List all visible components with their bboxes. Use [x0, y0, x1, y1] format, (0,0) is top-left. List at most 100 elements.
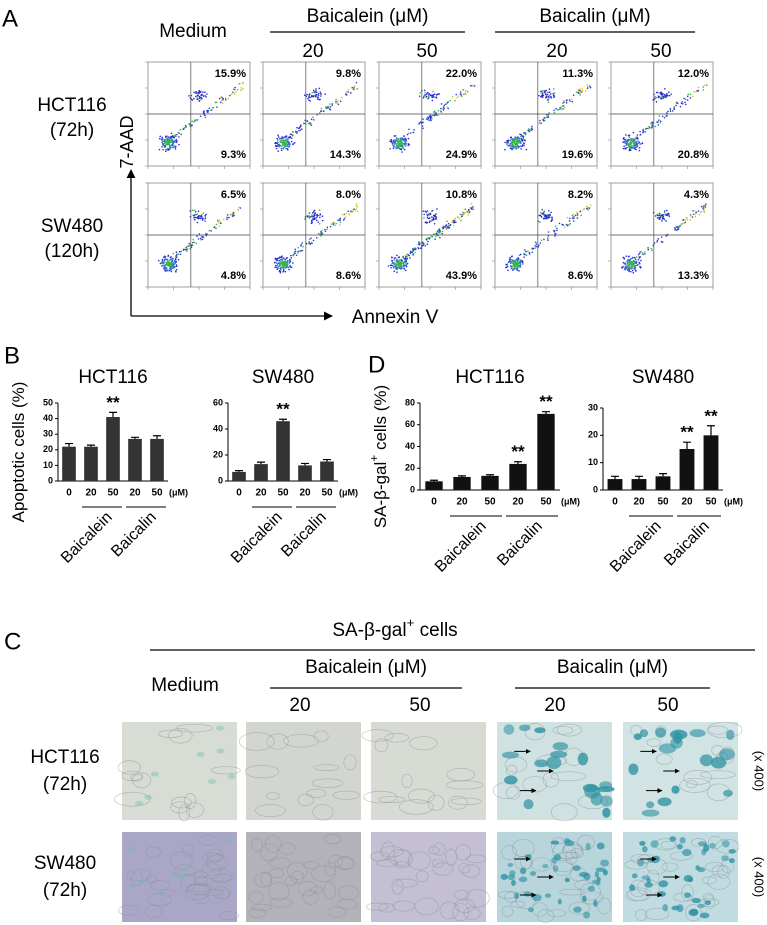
event-dot [576, 214, 579, 216]
event-dot [399, 142, 402, 145]
event-dot [464, 208, 467, 210]
event-dot [468, 211, 471, 213]
bar [106, 417, 120, 481]
event-dot [691, 95, 694, 98]
event-dot [218, 225, 221, 228]
event-dot [308, 238, 311, 241]
event-dot [535, 245, 538, 248]
stained-cell [644, 882, 653, 888]
event-dot [668, 213, 670, 215]
event-dot [163, 267, 165, 270]
event-dot [335, 222, 337, 225]
event-dot [404, 137, 407, 140]
event-dot [659, 122, 662, 124]
cell-outline [206, 848, 224, 863]
x-tick-label: 20 [85, 488, 97, 499]
cell-outline [505, 764, 518, 776]
event-dot [163, 260, 166, 263]
event-dot [200, 93, 203, 96]
event-dot [463, 213, 465, 215]
event-dot [301, 242, 304, 244]
event-dot [445, 103, 447, 106]
event-dot [199, 96, 201, 99]
event-dot [510, 260, 513, 263]
event-dot [400, 258, 403, 261]
stained-cell [520, 867, 527, 875]
event-dot [205, 96, 207, 98]
row-label: (72h) [50, 120, 94, 141]
event-dot [554, 233, 556, 235]
event-dot [622, 261, 625, 264]
bar [254, 464, 268, 481]
event-dot [628, 263, 631, 265]
event-dot [162, 256, 165, 259]
cell-outline [707, 725, 728, 735]
cell-outline [268, 857, 292, 869]
event-dot [684, 103, 687, 106]
event-dot [277, 150, 280, 152]
event-dot [399, 259, 401, 261]
event-dot [412, 248, 415, 250]
event-dot [168, 138, 170, 141]
micrograph [623, 721, 743, 820]
y-axis-title-tail: cells (%) [371, 385, 390, 455]
event-dot [530, 247, 533, 250]
event-dot [460, 215, 463, 218]
event-dot [170, 258, 172, 261]
upper-right-percent: 9.8% [336, 68, 361, 80]
upper-right-percent: 11.3% [562, 68, 593, 80]
event-dot [552, 96, 555, 99]
event-dot [548, 91, 551, 93]
event-dot [539, 211, 542, 214]
event-dot [579, 91, 582, 94]
event-dot [343, 217, 346, 220]
event-dot [518, 270, 520, 272]
event-dot [393, 270, 396, 273]
x-tick-label: 50 [705, 497, 717, 508]
event-dot [299, 125, 302, 127]
event-dot [520, 148, 522, 150]
event-dot [219, 101, 222, 104]
event-dot [424, 221, 427, 224]
event-dot [621, 266, 623, 269]
stained-cell [595, 867, 606, 872]
event-dot [317, 92, 320, 95]
event-dot [433, 114, 435, 117]
event-dot [433, 215, 436, 217]
stained-cell [587, 885, 596, 892]
event-dot [510, 267, 513, 270]
event-dot [705, 84, 708, 86]
stained-cell [689, 729, 706, 738]
event-dot [627, 140, 629, 142]
event-dot [393, 144, 395, 146]
event-dot [428, 96, 430, 98]
upper-right-percent: 12.0% [678, 68, 709, 80]
event-dot [169, 264, 172, 267]
event-dot [463, 93, 465, 96]
group-label: Baicalein [432, 518, 490, 576]
cell-outline [644, 907, 670, 921]
event-dot [473, 85, 476, 87]
event-dot [276, 258, 278, 260]
event-dot [402, 255, 404, 258]
flow-plot [492, 61, 598, 169]
event-dot [633, 264, 635, 267]
event-dot [555, 107, 557, 110]
cell-outline [144, 904, 163, 919]
event-dot [624, 262, 627, 264]
bar [150, 438, 164, 481]
y-tick-label: 0 [593, 484, 598, 494]
event-dot [279, 137, 282, 140]
event-dot [514, 144, 517, 146]
event-dot [579, 210, 582, 213]
event-dot [205, 213, 207, 216]
event-dot [290, 137, 293, 139]
event-dot [625, 266, 628, 268]
event-dot [525, 148, 528, 151]
event-dot [422, 210, 425, 213]
event-dot [412, 253, 415, 255]
event-dot [282, 266, 285, 269]
event-dot [682, 103, 684, 105]
event-dot [333, 221, 336, 224]
cell-outline [579, 883, 601, 901]
